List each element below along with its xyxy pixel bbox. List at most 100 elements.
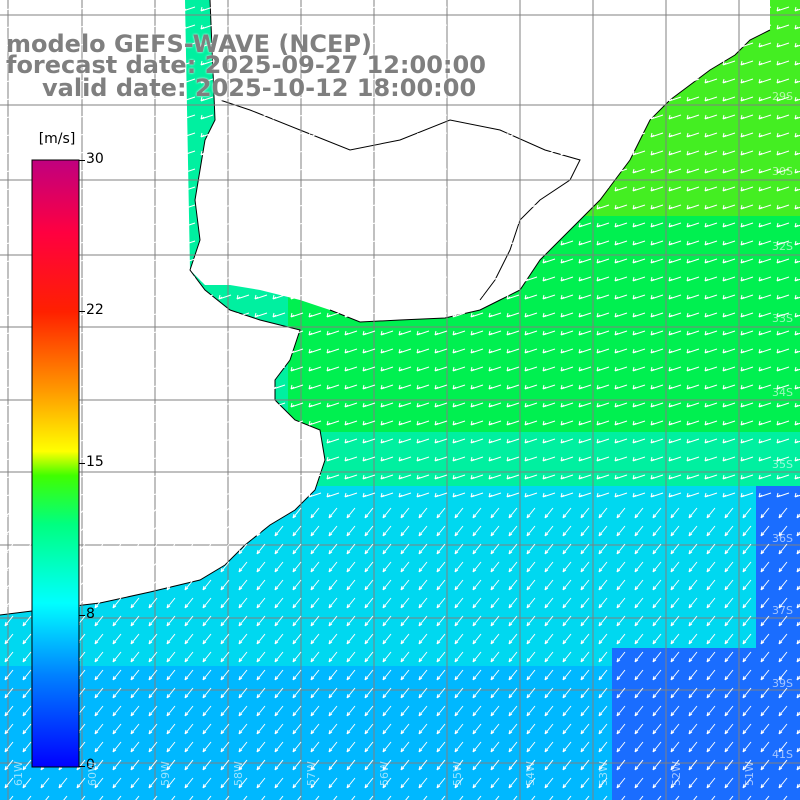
- wind-arrow: [524, 78, 538, 84]
- wind-arrow: [218, 60, 232, 66]
- wind-arrow: [20, 60, 34, 66]
- wind-arrow: [272, 150, 286, 156]
- colorbar-tick-15: 15: [86, 454, 104, 470]
- wind-cell: [180, 792, 198, 800]
- wind-cell: [324, 792, 342, 800]
- wind-arrow: [794, 78, 800, 84]
- wind-arrow: [128, 24, 142, 30]
- lon-label: 57W: [305, 761, 318, 786]
- wind-arrow: [308, 132, 322, 138]
- wind-arrow: [344, 132, 358, 138]
- wind-arrow: [2, 60, 16, 66]
- wind-arrow: [596, 42, 610, 48]
- wind-arrow: [326, 96, 340, 102]
- wind-arrow: [398, 114, 412, 120]
- wind-arrow: [740, 78, 754, 84]
- wind-arrow: [542, 114, 556, 120]
- lon-label: 59W: [159, 761, 172, 786]
- wind-arrow: [110, 42, 124, 48]
- wind-arrow: [218, 132, 232, 138]
- wind-arrow: [668, 132, 682, 138]
- wind-arrow: [524, 60, 538, 66]
- wind-cell: [54, 792, 72, 800]
- wind-arrow: [74, 150, 88, 156]
- wind-arrow: [254, 24, 268, 30]
- wind-arrow: [452, 96, 466, 102]
- wind-arrow: [686, 6, 700, 12]
- lat-label: 35S: [772, 458, 793, 471]
- wind-cell: [450, 792, 468, 800]
- wind-arrow: [578, 96, 592, 102]
- wind-arrow: [398, 132, 412, 138]
- wind-arrow: [326, 78, 340, 84]
- lat-label: 29S: [772, 90, 793, 103]
- wind-arrow: [542, 24, 556, 30]
- wind-arrow: [524, 114, 538, 120]
- wind-cell: [486, 792, 504, 800]
- wind-arrow: [164, 78, 178, 84]
- wind-arrow: [740, 60, 754, 66]
- wind-arrow: [92, 132, 106, 138]
- wind-arrow: [434, 6, 448, 12]
- wind-cell: [234, 792, 252, 800]
- wind-arrow: [74, 78, 88, 84]
- wind-arrow: [740, 114, 754, 120]
- wind-arrow: [776, 132, 790, 138]
- wind-arrow: [776, 96, 790, 102]
- wind-arrow: [92, 114, 106, 120]
- wind-arrow: [470, 132, 484, 138]
- wind-arrow: [326, 6, 340, 12]
- wind-arrow: [20, 42, 34, 48]
- wind-arrow: [218, 6, 232, 12]
- wind-cell: [0, 792, 18, 800]
- wind-arrow: [524, 6, 538, 12]
- wind-arrow: [164, 60, 178, 66]
- wind-arrow: [38, 132, 52, 138]
- wind-arrow: [776, 114, 790, 120]
- wind-cell: [288, 792, 306, 800]
- wind-arrow: [434, 60, 448, 66]
- wind-arrow: [596, 24, 610, 30]
- wind-cell: [468, 792, 486, 800]
- colorbar-tickmark: [79, 160, 85, 161]
- wind-arrow: [506, 6, 520, 12]
- wind-arrow: [38, 24, 52, 30]
- wind-cell: [792, 612, 800, 630]
- wind-arrow: [272, 60, 286, 66]
- wind-arrow: [182, 6, 196, 12]
- wind-arrow: [326, 24, 340, 30]
- wind-arrow: [524, 96, 538, 102]
- wind-arrow: [596, 132, 610, 138]
- wind-arrow: [416, 60, 430, 66]
- wind-cell: [612, 792, 630, 800]
- wind-arrow: [344, 96, 358, 102]
- wind-arrow: [200, 42, 214, 48]
- wind-arrow: [236, 60, 250, 66]
- wind-arrow: [704, 96, 718, 102]
- wind-arrow: [542, 6, 556, 12]
- wind-arrow: [398, 6, 412, 12]
- wind-arrow: [560, 6, 574, 12]
- wind-arrow: [794, 96, 800, 102]
- wind-arrow: [560, 60, 574, 66]
- wind-arrow: [596, 96, 610, 102]
- wind-arrow: [776, 6, 790, 12]
- wind-arrow: [38, 78, 52, 84]
- wind-arrow: [92, 96, 106, 102]
- wind-arrow: [2, 24, 16, 30]
- wind-arrow: [164, 42, 178, 48]
- wind-arrow: [614, 24, 628, 30]
- wind-arrow: [290, 150, 304, 156]
- wind-arrow: [560, 42, 574, 48]
- wind-arrow: [578, 60, 592, 66]
- wind-arrow: [362, 78, 376, 84]
- wind-arrow: [182, 96, 196, 102]
- wind-arrow: [542, 60, 556, 66]
- wind-arrow: [164, 150, 178, 156]
- colorbar-tick-22: 22: [86, 302, 104, 318]
- wind-arrow: [614, 96, 628, 102]
- wind-arrow: [398, 60, 412, 66]
- lat-label: 33S: [772, 312, 793, 325]
- wind-arrow: [632, 24, 646, 30]
